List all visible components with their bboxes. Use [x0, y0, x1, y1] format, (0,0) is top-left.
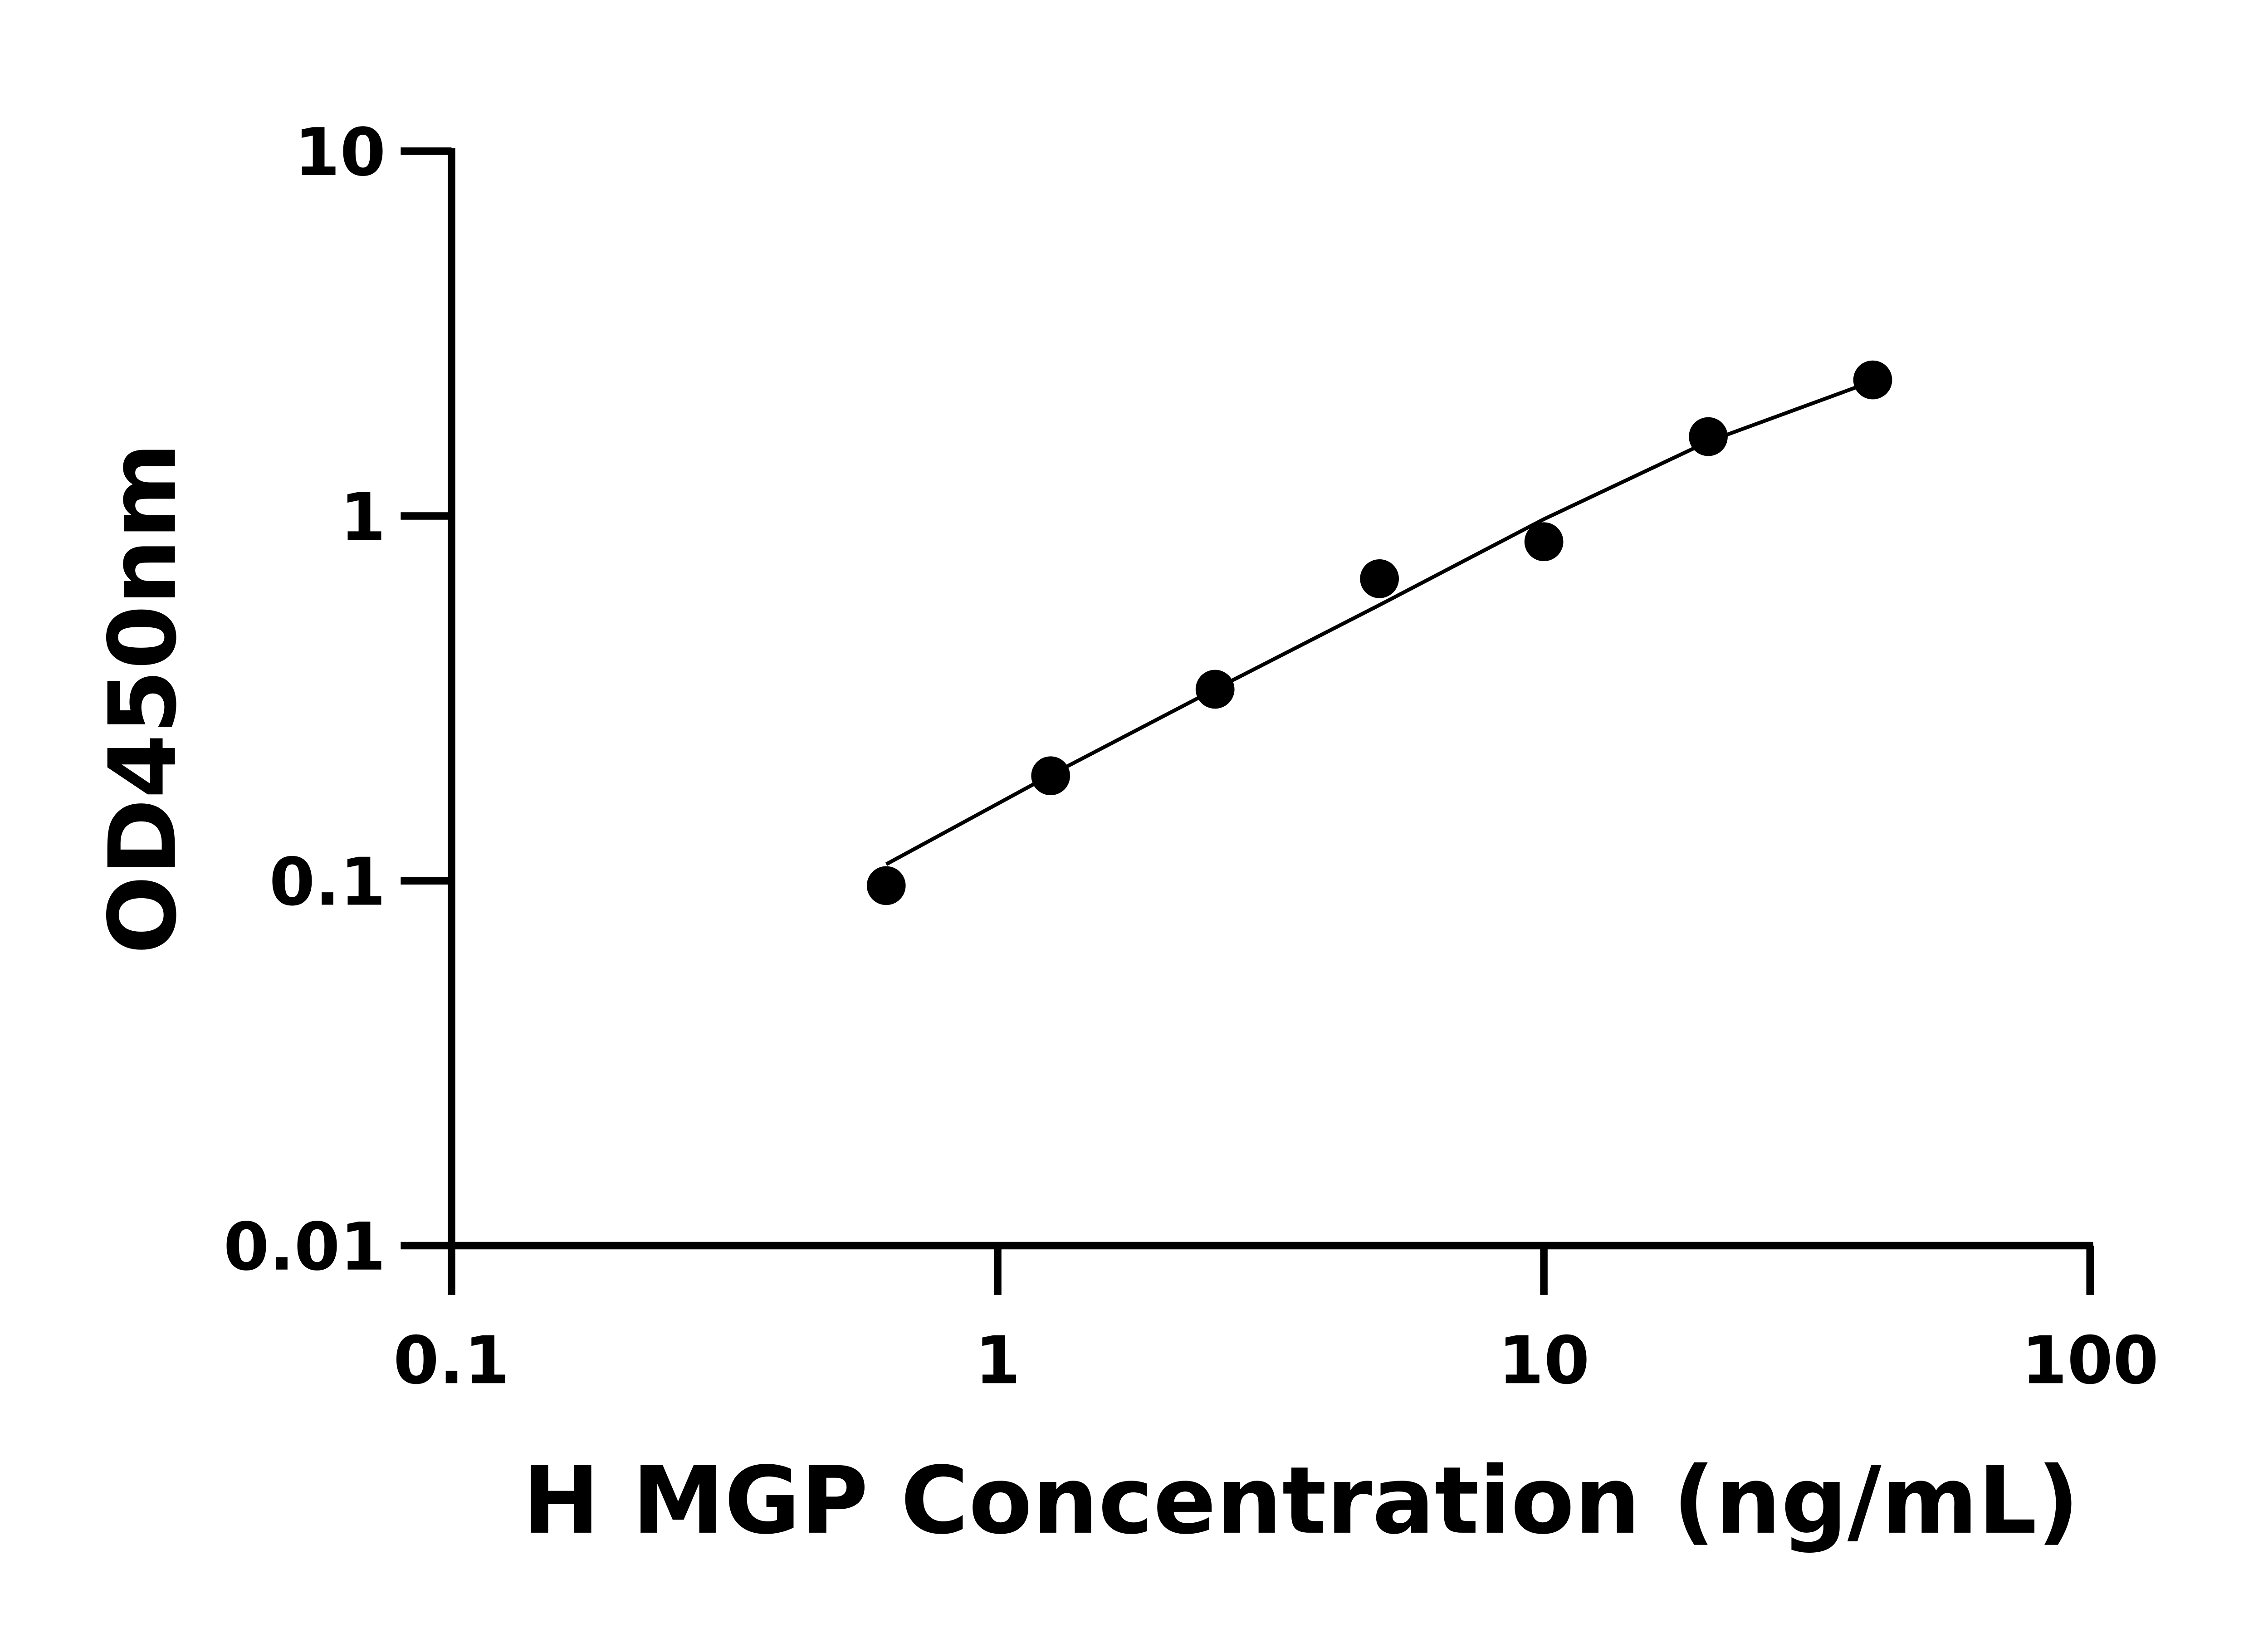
x-axis-label: H MGP Concentration (ng/mL)	[522, 1447, 2079, 1555]
data-point	[1360, 559, 1399, 598]
y-axis-label: OD450nm	[89, 442, 197, 954]
x-tick-label: 10	[1498, 1322, 1590, 1399]
data-point	[1689, 417, 1728, 456]
x-tick-label: 0.1	[393, 1322, 510, 1399]
y-tick-label: 0.1	[269, 844, 386, 920]
y-tick-label: 0.01	[224, 1209, 386, 1286]
y-tick-label: 10	[294, 114, 386, 191]
data-point	[1524, 522, 1564, 562]
fit-curve	[885, 379, 1873, 866]
data-point	[866, 866, 906, 905]
data-point	[1031, 756, 1070, 796]
data-point	[1853, 360, 1892, 400]
data-point	[1195, 670, 1235, 709]
x-tick-label: 1	[975, 1322, 1021, 1399]
y-tick-label: 1	[340, 479, 386, 556]
axes	[448, 148, 2093, 1250]
x-tick-label: 100	[2021, 1322, 2159, 1399]
